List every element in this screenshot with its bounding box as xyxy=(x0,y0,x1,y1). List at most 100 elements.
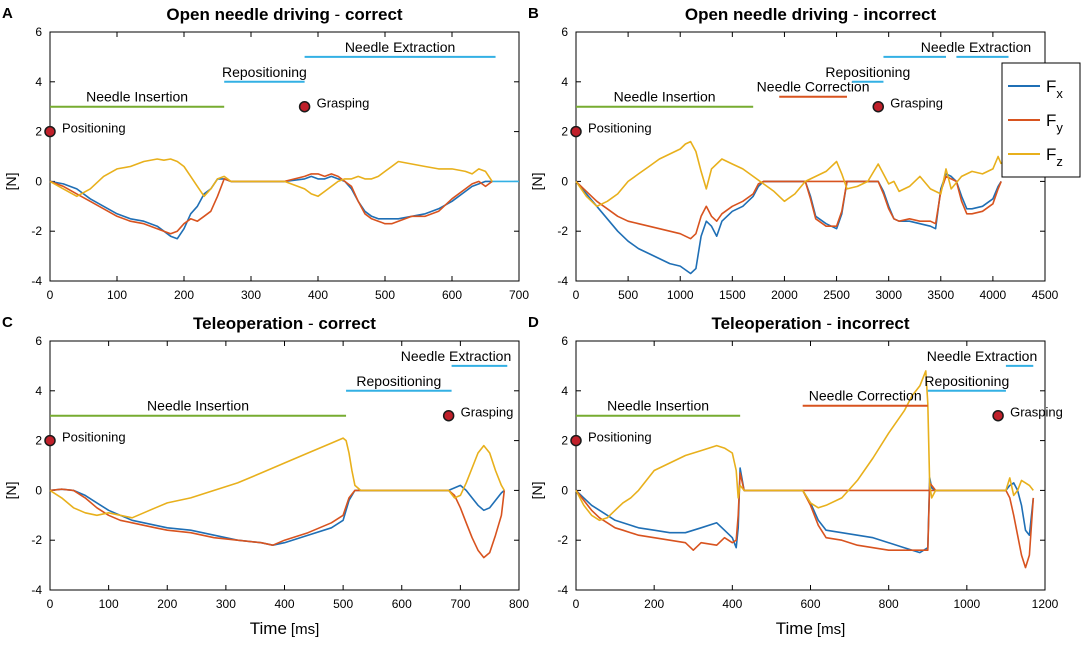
legend-symbol: F xyxy=(1046,77,1056,96)
legend-label-z: Fz xyxy=(1046,145,1063,169)
phase-label: Needle Insertion xyxy=(614,89,716,105)
phase-label: Repositioning xyxy=(825,64,910,80)
x-tick-label: 0 xyxy=(47,597,54,611)
event-label: Grasping xyxy=(461,405,514,420)
phase-label: Needle Insertion xyxy=(86,89,188,105)
phase-label: Repositioning xyxy=(222,64,307,80)
series-fy xyxy=(575,175,1002,240)
x-tick-label: 600 xyxy=(392,597,412,611)
event-label: Positioning xyxy=(588,121,652,136)
y-axis-label: [N] xyxy=(3,481,19,499)
event-marker xyxy=(872,100,884,113)
y-tick-label: -2 xyxy=(557,224,568,238)
panel-title-sep: - xyxy=(848,5,863,24)
panel-title-main: Open needle driving xyxy=(166,5,329,24)
x-tick-label: 200 xyxy=(157,597,177,611)
x-tick-label: 0 xyxy=(47,288,54,302)
y-tick-label: -2 xyxy=(31,533,42,547)
x-tick-label: 3500 xyxy=(927,288,954,302)
phase-label: Needle Extraction xyxy=(927,348,1038,364)
panel-title-main: Teleoperation xyxy=(193,314,303,333)
x-tick-label: 300 xyxy=(216,597,236,611)
panel-title: Open needle driving - correct xyxy=(166,5,403,24)
phase-label: Needle Extraction xyxy=(345,39,456,55)
panel-title: Open needle driving - incorrect xyxy=(685,5,937,24)
legend-subscript: x xyxy=(1056,86,1063,101)
x-axis-label: Time [ms] xyxy=(250,619,320,638)
legend-subscript: y xyxy=(1056,120,1063,135)
axes-frame xyxy=(49,340,520,591)
x-tick-label: 400 xyxy=(274,597,294,611)
y-tick-label: 2 xyxy=(35,434,42,448)
panel-title: Teleoperation - incorrect xyxy=(711,314,909,333)
event-label: Grasping xyxy=(890,96,943,111)
x-tick-label: 0 xyxy=(573,597,580,611)
x-tick-label: 2000 xyxy=(771,288,798,302)
panel-title: Teleoperation - correct xyxy=(193,314,376,333)
series-fy xyxy=(49,488,506,559)
event-marker xyxy=(570,125,582,138)
y-tick-label: 4 xyxy=(35,75,42,89)
phase-label: Needle Correction xyxy=(757,79,870,95)
x-tick-label: 600 xyxy=(800,597,820,611)
event-label: Grasping xyxy=(317,96,370,111)
y-tick-label: 0 xyxy=(35,174,42,188)
x-tick-label: 800 xyxy=(509,597,529,611)
y-tick-label: -2 xyxy=(31,224,42,238)
phase-label: Needle Extraction xyxy=(401,348,512,364)
event-label: Positioning xyxy=(62,121,126,136)
phase-label: Needle Insertion xyxy=(607,398,709,414)
y-tick-label: 2 xyxy=(561,434,568,448)
y-axis-label: [N] xyxy=(529,481,545,499)
x-tick-label: 200 xyxy=(174,288,194,302)
y-tick-label: -4 xyxy=(31,583,42,597)
phase-label: Repositioning xyxy=(356,373,441,389)
x-axis-label-unit: [ms] xyxy=(291,621,319,638)
event-marker xyxy=(442,409,455,422)
series-fz xyxy=(49,158,493,198)
y-tick-label: 4 xyxy=(561,75,568,89)
legend-symbol: F xyxy=(1046,111,1056,130)
x-axis-label-word: Time xyxy=(250,619,287,638)
series-fx xyxy=(49,175,493,240)
axes-frame xyxy=(575,31,1046,282)
x-tick-label: 4500 xyxy=(1032,288,1059,302)
x-tick-label: 700 xyxy=(450,597,470,611)
series-fx xyxy=(575,467,1035,554)
event-label: Positioning xyxy=(588,430,652,445)
x-tick-label: 600 xyxy=(442,288,462,302)
series-fz xyxy=(49,437,505,519)
panel-b: -4 -2 0 2 4 6 0 500 1000 1500 2000 2500 3000 3500 4000… xyxy=(528,5,1059,302)
x-axis-label: Time [ms] xyxy=(776,619,846,638)
series-fz xyxy=(575,140,1002,208)
x-tick-label: 200 xyxy=(644,597,664,611)
panel-c: -4 -2 0 2 4 6 0 100 200 300 400 500 600 700 800 [N] Time… xyxy=(2,314,529,638)
y-tick-label: 0 xyxy=(561,483,568,497)
x-tick-label: 1500 xyxy=(719,288,746,302)
legend-label-y: Fy xyxy=(1046,111,1063,135)
event-marker xyxy=(992,409,1004,422)
y-tick-label: -4 xyxy=(557,583,568,597)
panel-letter: D xyxy=(528,314,539,331)
x-tick-label: 500 xyxy=(375,288,395,302)
series-fz xyxy=(575,370,1034,522)
panel-title-sep: - xyxy=(330,5,345,24)
phase-label: Needle Correction xyxy=(809,388,922,404)
y-tick-label: 0 xyxy=(35,483,42,497)
event-label: Grasping xyxy=(1010,405,1063,420)
x-tick-label: 4000 xyxy=(980,288,1007,302)
x-tick-label: 3000 xyxy=(875,288,902,302)
event-marker xyxy=(44,125,56,138)
y-tick-label: 6 xyxy=(561,334,568,348)
y-tick-label: 6 xyxy=(35,25,42,39)
x-axis-label-unit: [ms] xyxy=(817,621,845,638)
legend-box xyxy=(1001,62,1081,178)
panel-title-main: Teleoperation xyxy=(711,314,821,333)
x-axis-label-word: Time xyxy=(776,619,813,638)
panel-title-sep: - xyxy=(303,314,318,333)
x-tick-label: 300 xyxy=(241,288,261,302)
panel-letter: C xyxy=(2,314,13,331)
event-marker xyxy=(44,434,56,447)
y-tick-label: 6 xyxy=(561,25,568,39)
